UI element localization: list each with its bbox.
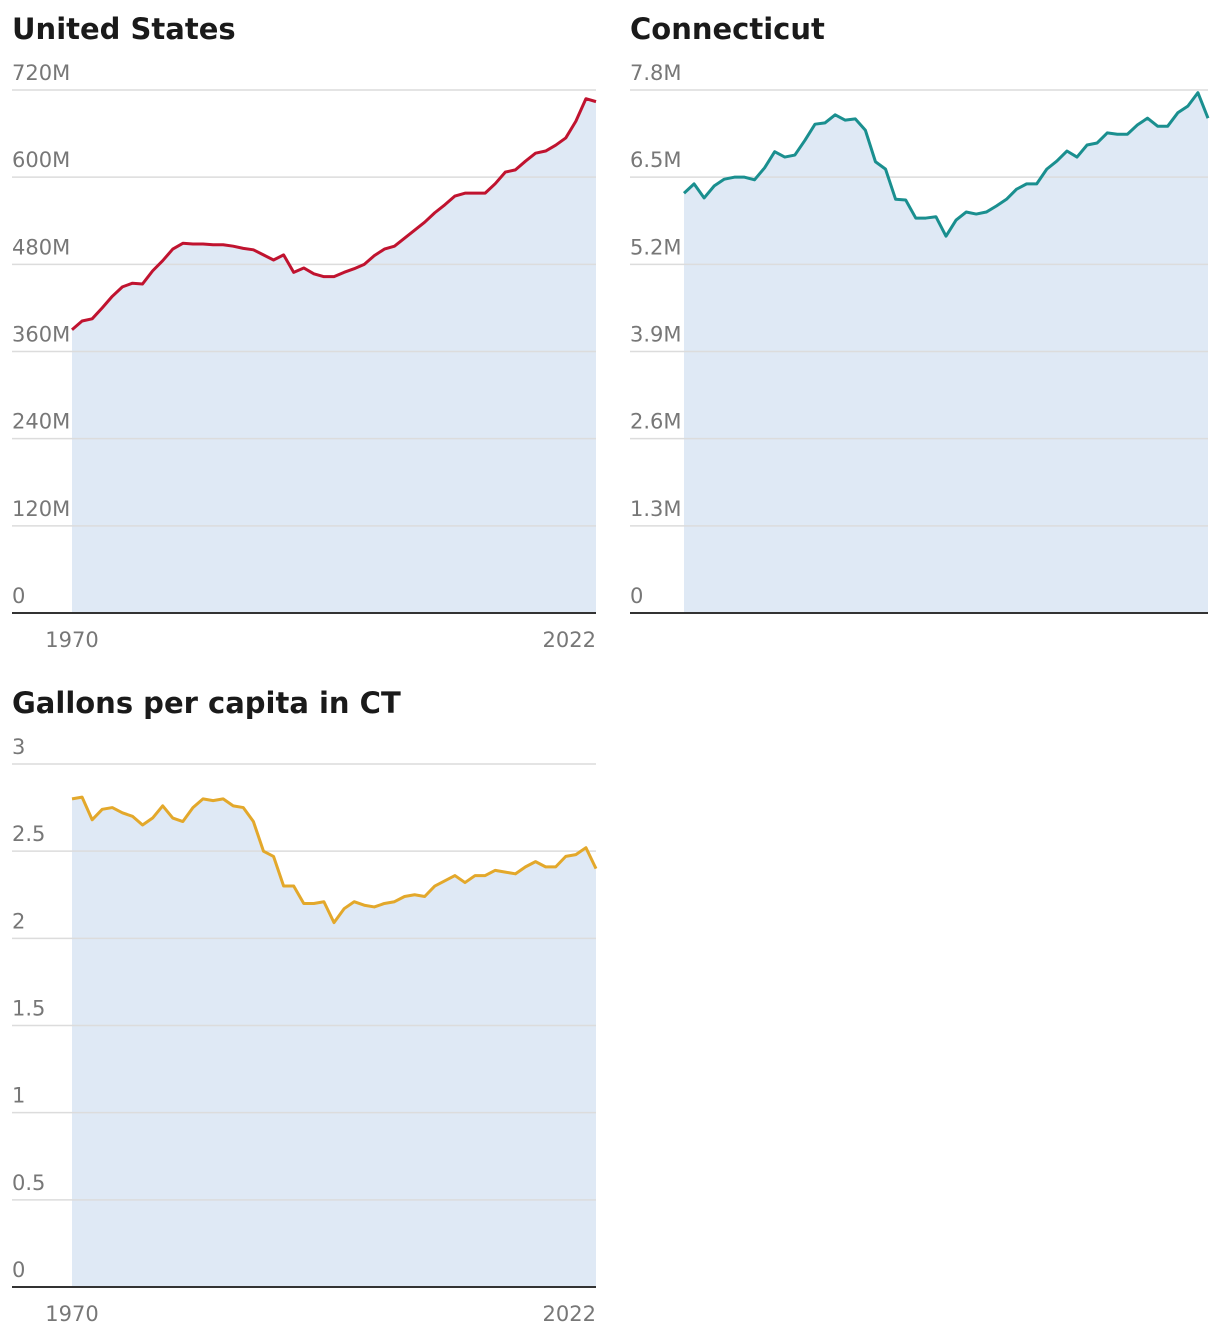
line — [71, 97, 597, 331]
y-tick-label: 1.3M — [630, 497, 682, 521]
x-tick-label: 2022 — [543, 1302, 596, 1326]
x-tick-label: 2022 — [543, 628, 596, 652]
area — [72, 797, 596, 1287]
chart-title: Gallons per capita in CT — [12, 686, 401, 720]
y-tick-label: 0.5 — [12, 1171, 45, 1195]
y-tick-label: 360M — [12, 323, 70, 347]
y-tick-label: 1.5 — [12, 997, 45, 1021]
y-tick-label: 600M — [12, 148, 70, 172]
chart-title: Connecticut — [630, 12, 825, 46]
y-tick-label: 240M — [12, 410, 70, 434]
y-tick-label: 720M — [12, 61, 70, 85]
y-tick-label: 480M — [12, 235, 70, 259]
panel: United States 0 120M 240M 360M 480M 600M 720M 19… — [12, 12, 597, 652]
y-tick-label: 3 — [12, 735, 25, 759]
panel: Gallons per capita in CT 0 0.5 1 1.5 2 2.5 3 197… — [12, 686, 598, 1326]
y-tick-label: 2 — [12, 909, 25, 933]
y-tick-label: 120M — [12, 497, 70, 521]
area — [684, 92, 1208, 613]
y-tick-label: 3.9M — [630, 323, 682, 347]
x-tick-label: 1970 — [45, 628, 98, 652]
line — [71, 795, 598, 925]
area — [72, 98, 596, 613]
y-tick-label: 5.2M — [630, 235, 682, 259]
y-tick-label: 0 — [12, 584, 25, 608]
y-tick-label: 2.5 — [12, 822, 45, 846]
y-tick-label: 6.5M — [630, 148, 682, 172]
panel: Connecticut 0 1.3M 2.6M 3.9M 5.2M 6.5M 7.8M — [630, 12, 1210, 614]
y-tick-label: 0 — [630, 584, 643, 608]
y-tick-label: 7.8M — [630, 61, 682, 85]
chart-title: United States — [12, 12, 236, 46]
x-tick-label: 1970 — [45, 1302, 98, 1326]
line — [682, 91, 1210, 238]
y-tick-label: 1 — [12, 1084, 25, 1108]
y-tick-label: 0 — [12, 1258, 25, 1282]
y-tick-label: 2.6M — [630, 410, 682, 434]
